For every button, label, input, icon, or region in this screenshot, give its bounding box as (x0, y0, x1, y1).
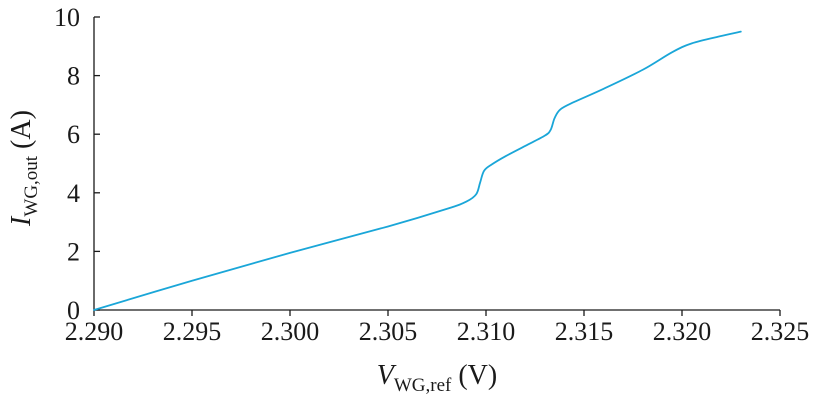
x-tick-label: 2.305 (359, 317, 418, 346)
x-tick-label: 2.295 (163, 317, 222, 346)
x-axis-title: VWG,ref (V) (377, 360, 497, 396)
x-tick-label: 2.315 (555, 317, 614, 346)
y-axis-title: IWG,out (A) (6, 110, 42, 227)
x-axis-label: VWG,ref (V) (377, 360, 497, 396)
x-tick-label: 2.320 (653, 317, 712, 346)
y-tick-label: 0 (67, 296, 80, 325)
x-tick-label: 2.325 (751, 317, 810, 346)
y-tick-label: 4 (67, 179, 80, 208)
y-tick-label: 8 (67, 62, 80, 91)
y-tick-label: 10 (54, 3, 80, 32)
y-ticks: 0 2 4 6 8 10 (54, 3, 100, 325)
y-tick-label: 6 (67, 120, 80, 149)
x-tick-label: 2.300 (261, 317, 320, 346)
y-axis-label: IWG,out (A) (6, 110, 42, 227)
x-tick-label: 2.310 (457, 317, 516, 346)
series-layer (93, 30, 742, 311)
series-line-0 (93, 30, 742, 311)
x-tick-label: 2.290 (65, 317, 124, 346)
y-tick-label: 2 (67, 237, 80, 266)
x-ticks: 2.290 2.295 2.300 2.305 2.310 2.315 2.320 2.325 (65, 310, 810, 346)
